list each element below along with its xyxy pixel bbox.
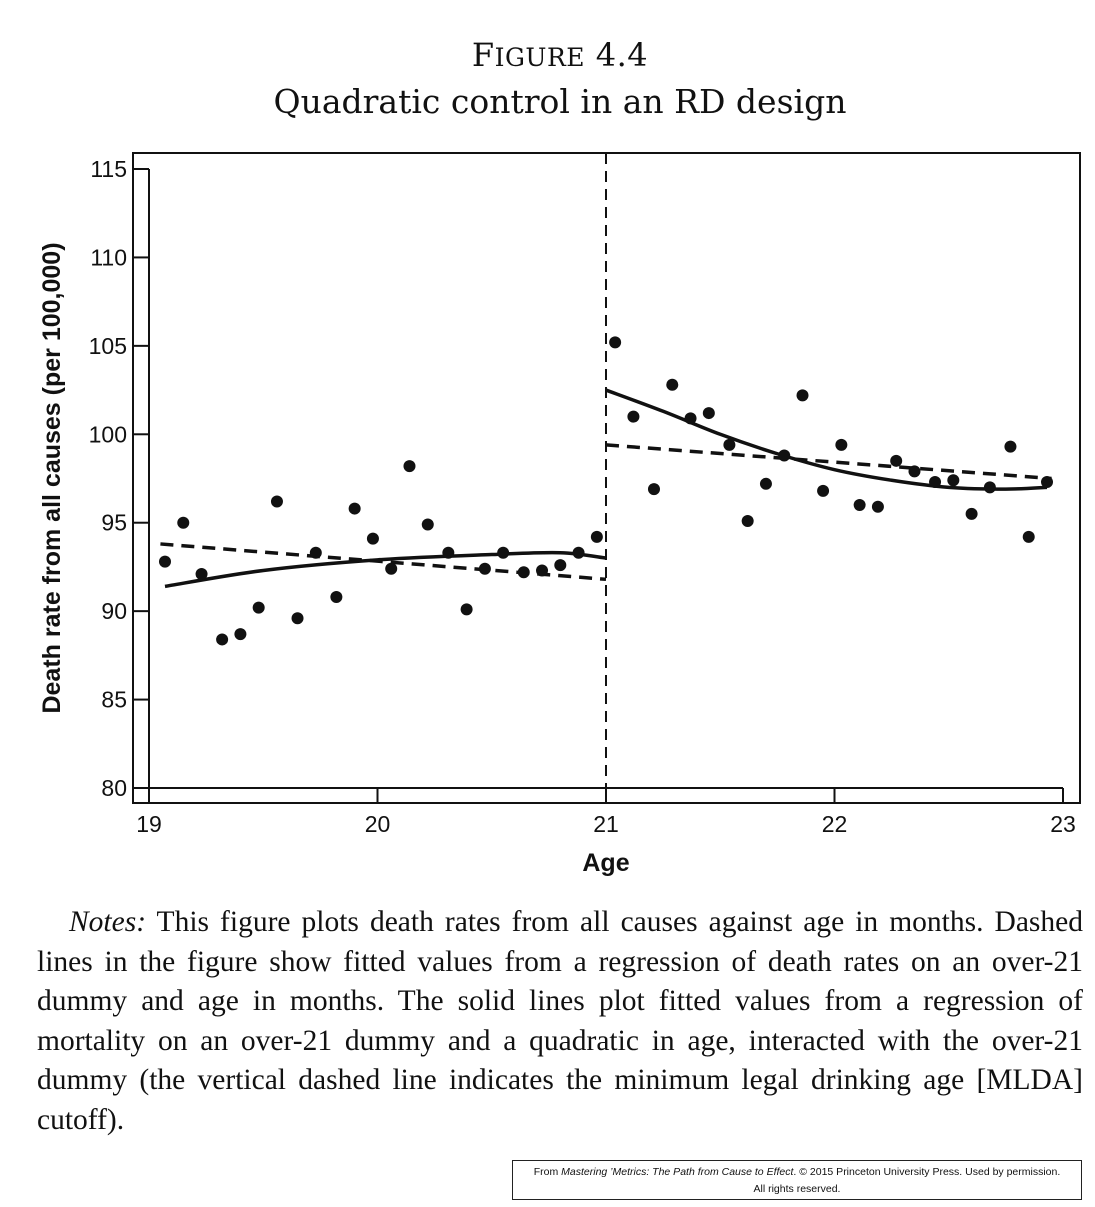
figure-notes: Notes: This figure plots death rates fro… [37,903,1083,1140]
credit-prefix: From [533,1166,562,1178]
data-point [853,499,866,512]
linear-fit-below-21 [160,542,607,582]
data-point [871,500,884,513]
y-tick-label: 90 [101,598,127,624]
rd-scatter-chart: 80 85 90 95 100 105 110 115 19 20 21 22 23 Age Deat… [38,152,1081,877]
data-point [234,628,247,641]
figure-subtitle: Quadratic control in an RD design [273,82,847,121]
data-point [983,481,996,494]
data-point [403,460,416,473]
data-point [647,483,660,496]
y-tick-label: 115 [90,156,127,182]
figure-label-rest: IGURE [494,43,586,72]
fitted-lines [160,153,1052,803]
data-point [627,410,640,423]
y-tick-label: 95 [101,510,127,536]
data-point [442,546,455,559]
y-tick-label: 80 [101,775,127,801]
data-point [684,412,697,425]
notes-lead: Notes: [69,906,147,938]
x-axis: 19 20 21 22 23 [136,787,1076,837]
notes-text: This figure plots death rates from all c… [37,906,1083,1136]
data-point [590,530,603,543]
data-point [478,562,491,575]
data-point [270,495,283,508]
credit-suffix: . © 2015 Princeton University Press. Use… [793,1166,1061,1178]
data-point [1041,476,1054,489]
figure-label-cap: F [471,36,495,74]
data-point [741,514,754,527]
data-point [460,603,473,616]
data-point [554,559,567,572]
credit-box: From Mastering ’Metrics: The Path from C… [512,1160,1082,1200]
x-tick-label: 22 [822,811,848,837]
data-point [385,562,398,575]
data-point [609,336,622,349]
y-tick-label: 110 [90,244,127,270]
data-point [517,566,530,579]
x-axis-label: Age [582,849,629,877]
data-point [216,633,229,646]
quadratic-fit-below-21 [164,550,607,589]
data-point [908,465,921,478]
data-point [536,564,549,577]
quadratic-fit-above-21 [605,388,1048,491]
credit-book-title: Mastering ’Metrics: The Path from Cause … [561,1166,794,1178]
data-point [1004,440,1017,453]
x-tick-label: 23 [1050,811,1076,837]
data-point [965,507,978,520]
y-tick-label: 85 [101,687,127,713]
data-point [666,378,679,391]
data-point [158,555,171,568]
data-point [835,438,848,451]
data-point [252,601,265,614]
data-point [330,590,343,603]
data-point [796,389,809,402]
data-point [929,476,942,489]
data-point [177,516,190,529]
data-point [291,612,304,625]
data-point [723,438,736,451]
data-point [309,546,322,559]
figure-number: 4.4 [595,36,649,74]
data-point [572,546,585,559]
data-point [947,474,960,487]
data-point [890,454,903,467]
figure-label: FIGURE 4.4 [0,36,1095,74]
data-point [759,477,772,490]
credit-line2: All rights reserved. [753,1183,841,1195]
x-tick-label: 21 [593,811,619,837]
data-point [817,484,830,497]
x-tick-label: 19 [136,811,162,837]
linear-fit-above-21 [605,443,1052,481]
x-tick-label: 20 [365,811,391,837]
y-tick-label: 100 [89,421,127,447]
y-axis: 80 85 90 95 100 105 110 115 [89,156,150,801]
data-points [158,336,1054,646]
data-point [195,568,208,581]
data-point [778,449,791,462]
y-tick-label: 105 [89,333,127,359]
data-point [366,532,379,545]
y-axis-label: Death rate from all causes (per 100,000) [38,242,66,713]
data-point [348,502,361,515]
data-point [702,407,715,420]
data-point [1022,530,1035,543]
data-point [497,546,510,559]
data-point [421,518,434,531]
